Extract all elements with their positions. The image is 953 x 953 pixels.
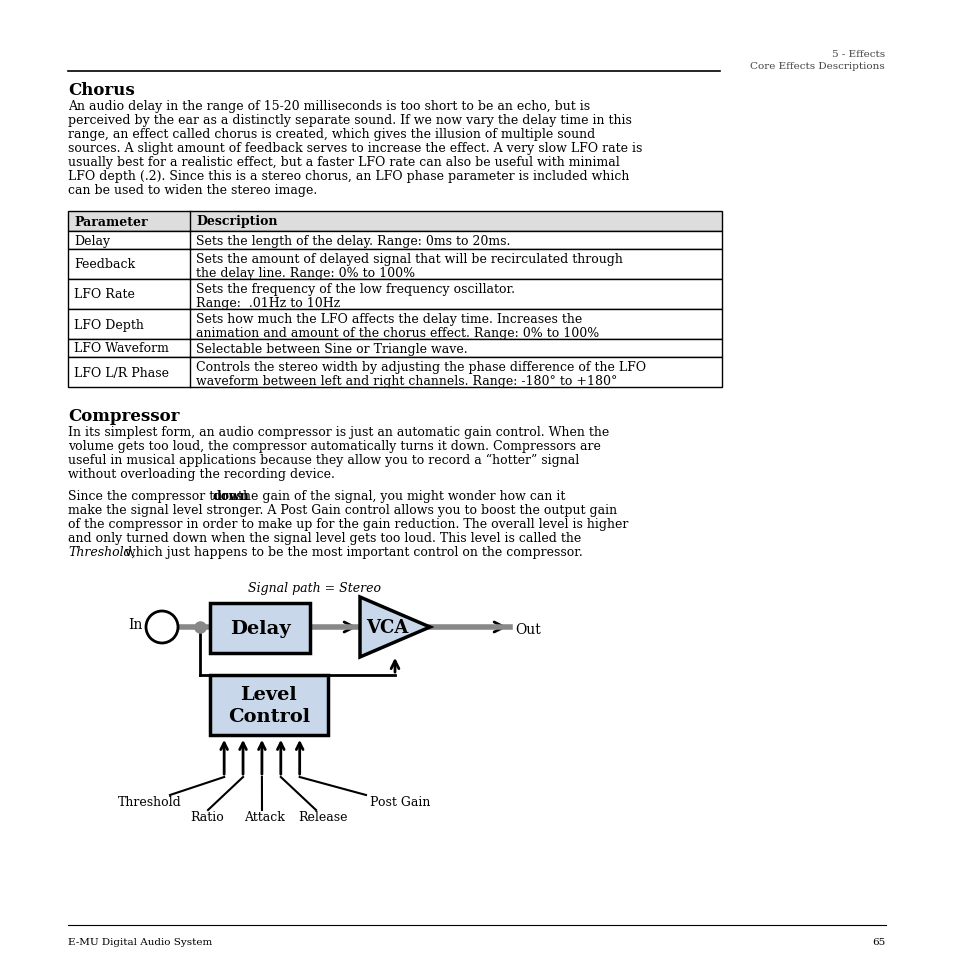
Text: perceived by the ear as a distinctly separate sound. If we now vary the delay ti: perceived by the ear as a distinctly sep… <box>68 113 631 127</box>
Bar <box>68 310 721 339</box>
Text: Core Effects Descriptions: Core Effects Descriptions <box>749 62 884 71</box>
Text: the delay line. Range: 0% to 100%: the delay line. Range: 0% to 100% <box>195 267 415 280</box>
Text: Delay: Delay <box>230 619 290 638</box>
Text: In its simplest form, an audio compressor is just an automatic gain control. Whe: In its simplest form, an audio compresso… <box>68 426 609 438</box>
Bar <box>68 357 721 388</box>
Text: usually best for a realistic effect, but a faster LFO rate can also be useful wi: usually best for a realistic effect, but… <box>68 156 619 169</box>
Text: Signal path = Stereo: Signal path = Stereo <box>248 581 380 595</box>
Text: LFO Rate: LFO Rate <box>74 288 134 301</box>
Text: without overloading the recording device.: without overloading the recording device… <box>68 468 335 480</box>
Text: Since the compressor turns: Since the compressor turns <box>68 490 247 502</box>
Text: and only turned down when the signal level gets too loud. This level is called t: and only turned down when the signal lev… <box>68 532 580 544</box>
Bar <box>68 280 721 310</box>
Text: Range:  .01Hz to 10Hz: Range: .01Hz to 10Hz <box>195 296 340 310</box>
Text: Parameter: Parameter <box>74 215 148 229</box>
Text: can be used to widen the stereo image.: can be used to widen the stereo image. <box>68 184 317 196</box>
Text: E-MU Digital Audio System: E-MU Digital Audio System <box>68 937 212 946</box>
Bar <box>68 339 721 357</box>
Text: Sets the amount of delayed signal that will be recirculated through: Sets the amount of delayed signal that w… <box>195 253 622 266</box>
Bar <box>68 212 721 232</box>
Text: Delay: Delay <box>74 234 110 247</box>
Text: In: In <box>128 618 142 631</box>
Text: Attack: Attack <box>244 810 285 823</box>
Text: LFO L/R Phase: LFO L/R Phase <box>74 366 169 379</box>
Text: make the signal level stronger. A Post Gain control allows you to boost the outp: make the signal level stronger. A Post G… <box>68 503 617 517</box>
Circle shape <box>146 612 178 643</box>
Text: Description: Description <box>195 215 277 229</box>
Text: Threshold,: Threshold, <box>68 545 135 558</box>
Text: Chorus: Chorus <box>68 82 134 99</box>
Text: Controls the stereo width by adjusting the phase difference of the LFO: Controls the stereo width by adjusting t… <box>195 360 645 374</box>
Text: useful in musical applications because they allow you to record a “hotter” signa: useful in musical applications because t… <box>68 454 578 467</box>
Text: the gain of the signal, you might wonder how can it: the gain of the signal, you might wonder… <box>233 490 564 502</box>
Text: LFO Waveform: LFO Waveform <box>74 342 169 355</box>
FancyBboxPatch shape <box>210 676 328 735</box>
Text: Release: Release <box>297 810 347 823</box>
Text: Sets how much the LFO affects the delay time. Increases the: Sets how much the LFO affects the delay … <box>195 313 581 326</box>
Text: Ratio: Ratio <box>190 810 224 823</box>
Text: Feedback: Feedback <box>74 258 135 272</box>
Polygon shape <box>359 598 430 658</box>
Text: Sets the length of the delay. Range: 0ms to 20ms.: Sets the length of the delay. Range: 0ms… <box>195 234 510 247</box>
Text: Sets the frequency of the low frequency oscillator.: Sets the frequency of the low frequency … <box>195 283 515 295</box>
Text: down: down <box>213 490 249 502</box>
Text: Out: Out <box>515 622 540 637</box>
Bar <box>68 232 721 250</box>
Text: 5 - Effects: 5 - Effects <box>831 50 884 59</box>
Text: An audio delay in the range of 15-20 milliseconds is too short to be an echo, bu: An audio delay in the range of 15-20 mil… <box>68 100 590 112</box>
FancyBboxPatch shape <box>210 603 310 654</box>
Text: 65: 65 <box>872 937 885 946</box>
Text: range, an effect called chorus is created, which gives the illusion of multiple : range, an effect called chorus is create… <box>68 128 595 141</box>
Text: of the compressor in order to make up for the gain reduction. The overall level : of the compressor in order to make up fo… <box>68 517 628 531</box>
Text: sources. A slight amount of feedback serves to increase the effect. A very slow : sources. A slight amount of feedback ser… <box>68 142 641 154</box>
Bar <box>68 250 721 280</box>
Text: Threshold: Threshold <box>118 795 182 808</box>
Text: LFO Depth: LFO Depth <box>74 318 144 331</box>
Text: Level
Control: Level Control <box>228 685 310 725</box>
Text: volume gets too loud, the compressor automatically turns it down. Compressors ar: volume gets too loud, the compressor aut… <box>68 439 600 453</box>
Text: Post Gain: Post Gain <box>370 795 430 808</box>
Text: VCA: VCA <box>365 618 408 637</box>
Text: waveform between left and right channels. Range: -180° to +180°: waveform between left and right channels… <box>195 375 617 388</box>
Text: Compressor: Compressor <box>68 408 179 424</box>
Text: animation and amount of the chorus effect. Range: 0% to 100%: animation and amount of the chorus effec… <box>195 327 598 339</box>
Text: which just happens to be the most important control on the compressor.: which just happens to be the most import… <box>121 545 582 558</box>
Text: Selectable between Sine or Triangle wave.: Selectable between Sine or Triangle wave… <box>195 342 467 355</box>
Text: LFO depth (.2). Since this is a stereo chorus, an LFO phase parameter is include: LFO depth (.2). Since this is a stereo c… <box>68 170 629 183</box>
